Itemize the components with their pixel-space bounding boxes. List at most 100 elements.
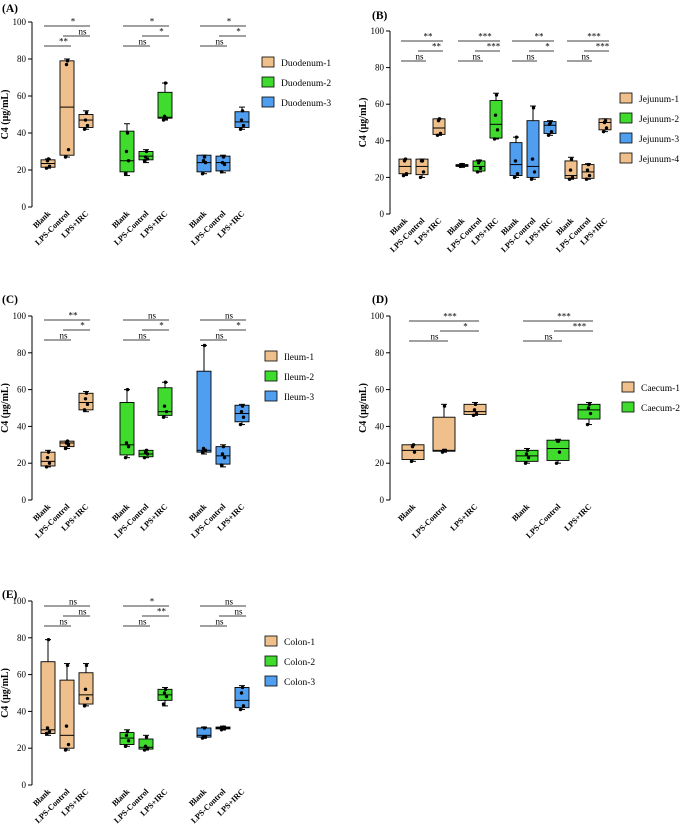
data-point [124, 149, 129, 154]
box-body [598, 118, 612, 131]
significance-label: ns [215, 617, 224, 627]
data-point [240, 109, 245, 113]
panel-label: (C) [2, 294, 18, 306]
box-body [432, 416, 456, 452]
significance-label: * [236, 321, 241, 331]
data-point [66, 147, 71, 152]
data-point [554, 461, 559, 465]
significance-label: ns [59, 617, 68, 627]
panel-label: (A) [2, 3, 18, 15]
data-point [526, 455, 531, 460]
y-tick-label: 0 [22, 202, 27, 212]
data-point [492, 137, 497, 141]
data-point [474, 411, 479, 416]
y-tick-label: 40 [17, 128, 27, 138]
data-point [514, 135, 519, 139]
data-point [201, 735, 206, 739]
data-point [515, 172, 520, 176]
y-tick-label: 0 [22, 495, 27, 505]
data-point [531, 106, 536, 110]
data-point [47, 461, 52, 465]
data-point [441, 448, 446, 453]
data-point [46, 157, 51, 161]
significance-label: * [71, 17, 76, 27]
data-point [123, 172, 128, 176]
legend-swatch [619, 112, 633, 124]
significance-label: ns [138, 617, 147, 627]
data-point [478, 166, 483, 170]
data-point [144, 735, 149, 739]
data-point [401, 173, 406, 178]
data-point [421, 170, 426, 174]
data-point [412, 450, 417, 454]
data-point [44, 166, 49, 170]
legend-label: Jejunum-1 [639, 95, 679, 105]
y-tick-label: 60 [17, 91, 27, 101]
data-point [404, 172, 409, 176]
significance-label: ns [215, 37, 224, 47]
y-tick-label: 100 [371, 311, 385, 321]
significance-label: ns [59, 331, 68, 341]
box-body [157, 91, 173, 119]
y-tick-label: 40 [375, 421, 385, 431]
data-point [238, 422, 243, 427]
data-point [523, 461, 528, 465]
data-point [239, 118, 244, 122]
significance-label: ns [138, 37, 147, 47]
y-tick-label: 40 [17, 421, 27, 431]
y-tick-label: 0 [22, 780, 27, 790]
significance-label: ns [78, 27, 87, 37]
data-point [200, 172, 205, 176]
significance-label: *** [487, 42, 501, 52]
legend-label: Duodenum-2 [281, 79, 331, 89]
data-point [403, 157, 408, 161]
y-tick-label: 80 [17, 54, 27, 64]
data-point [493, 113, 498, 117]
data-point [64, 724, 69, 728]
data-point [529, 177, 534, 181]
data-point [161, 118, 166, 122]
significance-label: ns [78, 607, 87, 617]
data-point [83, 687, 88, 692]
y-tick-label: 60 [375, 99, 385, 109]
box-body [138, 738, 154, 750]
y-tick-label: 80 [375, 348, 385, 358]
data-point [587, 402, 592, 407]
data-point [586, 162, 591, 167]
significance-label: *** [478, 32, 492, 42]
y-tick-label: 60 [375, 385, 385, 395]
data-point [570, 175, 575, 180]
data-point [163, 687, 168, 692]
data-point [409, 459, 414, 464]
data-point [143, 744, 148, 749]
significance-label: *** [587, 32, 601, 42]
significance-label: *** [443, 312, 457, 322]
significance-label: ns [544, 332, 553, 342]
data-point [585, 422, 590, 427]
data-point [222, 455, 227, 460]
significance-label: ns [430, 332, 439, 342]
data-point [219, 463, 224, 467]
data-point [549, 129, 554, 134]
data-point [63, 155, 68, 159]
data-point [495, 128, 500, 132]
significance-label: *** [573, 322, 587, 332]
legend-label: Jejunum-4 [639, 155, 679, 165]
data-point [513, 159, 518, 163]
y-tick-label: 40 [17, 706, 27, 716]
box-body [509, 142, 523, 177]
data-point [586, 406, 591, 410]
data-point [84, 663, 89, 668]
significance-label: ns [225, 311, 234, 321]
data-point [202, 155, 207, 159]
data-point [163, 380, 168, 384]
data-point [143, 155, 148, 159]
data-point [144, 149, 149, 154]
data-point [472, 408, 477, 412]
data-point [241, 704, 246, 708]
legend-swatch [261, 76, 275, 88]
data-point [63, 748, 68, 752]
data-point [200, 450, 205, 454]
significance-label: * [463, 322, 468, 332]
legend-label: Caecum-1 [641, 384, 680, 394]
